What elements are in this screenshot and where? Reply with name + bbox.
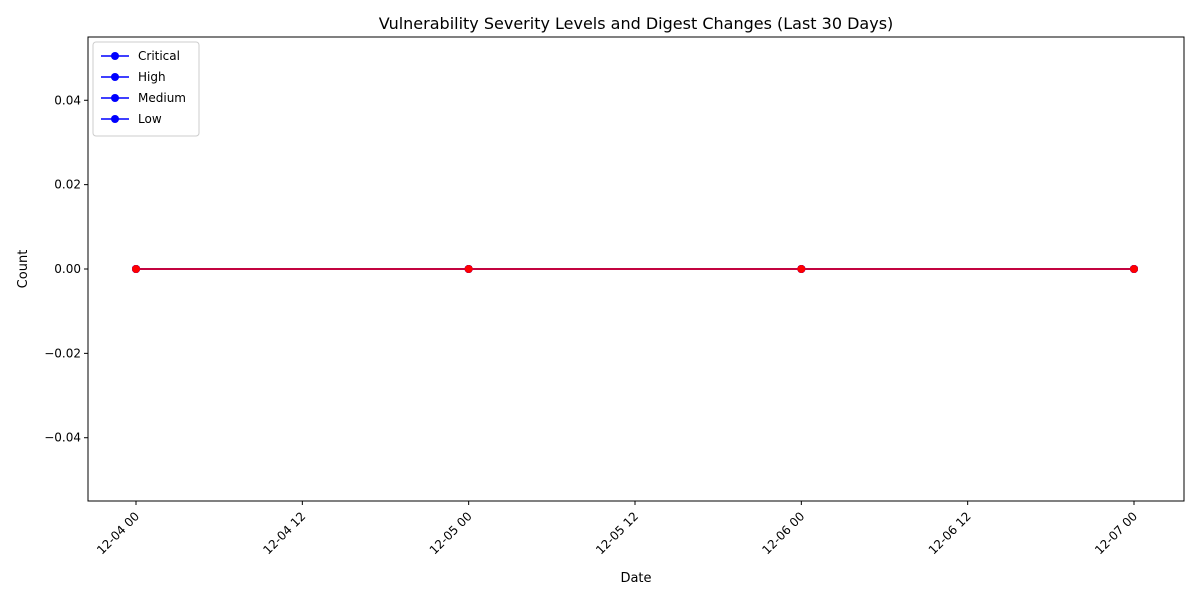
y-tick-label: −0.02 [44,346,81,360]
data-point [797,265,806,273]
legend-box [92,41,200,137]
data-point [1130,265,1138,273]
legend-marker [111,52,119,60]
y-tick-label: 0.02 [54,178,81,192]
legend-label: Low [138,112,162,126]
y-axis: −0.04 −0.02 0.00 0.02 0.04 [44,93,88,445]
plot-area [132,265,1138,273]
legend-label: Critical [138,49,180,63]
legend-marker [111,94,119,102]
y-tick-label: −0.04 [44,431,81,445]
data-point [132,265,140,273]
chart-title: Vulnerability Severity Levels and Digest… [379,14,894,33]
legend-marker [111,73,119,81]
y-axis-label: Count [16,250,31,289]
legend-marker [111,115,119,123]
legend-label: High [138,70,166,84]
y-tick-label: 0.04 [54,93,81,107]
x-axis-label: Date [620,571,651,586]
y-tick-label: 0.00 [54,262,81,276]
legend-label: Medium [138,91,186,105]
data-point [464,265,473,273]
legend: Critical High Medium Low [92,41,200,137]
